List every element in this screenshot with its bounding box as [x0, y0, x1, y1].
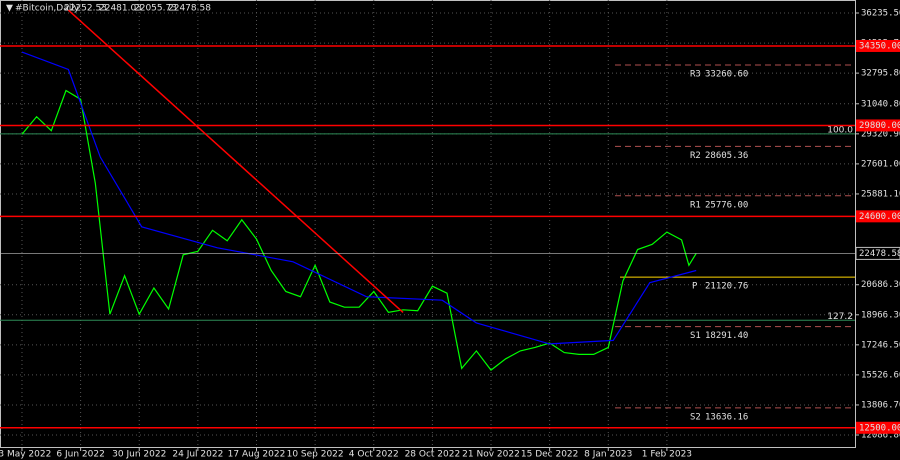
trendline: [67, 9, 404, 314]
x-tick-label: 24 Jul 2022: [172, 450, 223, 460]
pivot-name: S1: [690, 331, 701, 341]
x-tick-label: 13 May 2022: [0, 450, 51, 460]
pivot-label: 33260.60: [705, 69, 748, 79]
pivot-name: P: [692, 282, 698, 292]
x-tick-label: 8 Jan 2023: [584, 450, 632, 460]
pivot-label: 13636.16: [705, 412, 748, 422]
y-tick-label: 31040.80: [861, 99, 900, 109]
x-tick-label: 17 Aug 2022: [228, 450, 286, 460]
pivot-name: R1: [690, 200, 701, 210]
fib-label: 100.0: [827, 125, 853, 135]
plot-frame: [0, 0, 856, 448]
level-box: [856, 210, 900, 223]
x-tick-label: 4 Oct 2022: [349, 450, 399, 460]
y-tick-label: 15526.60: [861, 370, 900, 380]
x-tick-label: 6 Jun 2022: [56, 450, 104, 460]
ohlc-open: 22252.53: [64, 4, 107, 14]
pivot-label: 28605.36: [705, 151, 748, 161]
current-price-box: [855, 246, 900, 260]
level-box: [856, 421, 900, 434]
level-label: 12500.00: [859, 423, 900, 433]
y-tick-label: 32795.80: [861, 69, 900, 79]
fib-label: 127.2: [827, 312, 853, 322]
pivot-label: 21120.76: [705, 282, 748, 292]
ohlc-close: 22478.58: [168, 4, 211, 14]
level-box: [856, 39, 900, 52]
pivot-name: S2: [690, 412, 701, 422]
y-tick-label: 18966.30: [861, 310, 900, 320]
y-tick-label: 29320.90: [861, 129, 900, 139]
x-tick-label: 10 Sep 2022: [287, 450, 344, 460]
current-price-label: 22478.58: [859, 249, 900, 259]
x-tick-label: 15 Dec 2022: [521, 450, 579, 460]
y-tick-label: 20686.30: [861, 280, 900, 290]
y-tick-label: 36235.50: [861, 9, 900, 19]
y-tick-label: 13806.70: [861, 400, 900, 410]
symbol-title: #Bitcoin,Daily: [15, 4, 80, 14]
x-tick-label: 21 Nov 2022: [462, 450, 520, 460]
collapse-arrow[interactable]: ▼: [6, 4, 13, 14]
pivot-name: R3: [690, 69, 701, 79]
y-tick-label: 12086.80: [861, 430, 900, 440]
pivot-name: R2: [690, 151, 701, 161]
x-tick-label: 1 Feb 2023: [642, 450, 692, 460]
y-tick-label: 27601.00: [861, 159, 900, 169]
level-label: 29800.00: [859, 121, 900, 131]
level-label: 24600.00: [859, 212, 900, 222]
price-line: [21, 89, 697, 371]
ohlc-high: 22481.03: [99, 4, 142, 14]
ohlc-low: 22055.73: [134, 4, 177, 14]
level-box: [856, 119, 900, 132]
x-tick-label: 30 Jun 2022: [112, 450, 166, 460]
price-line: [21, 51, 697, 345]
y-tick-label: 17246.50: [861, 340, 900, 350]
y-tick-label: 25881.10: [861, 189, 900, 199]
pivot-label: 25776.00: [705, 200, 748, 210]
x-tick-label: 28 Oct 2022: [405, 450, 461, 460]
pivot-label: 18291.40: [705, 331, 748, 341]
level-label: 34350.00: [859, 41, 900, 51]
